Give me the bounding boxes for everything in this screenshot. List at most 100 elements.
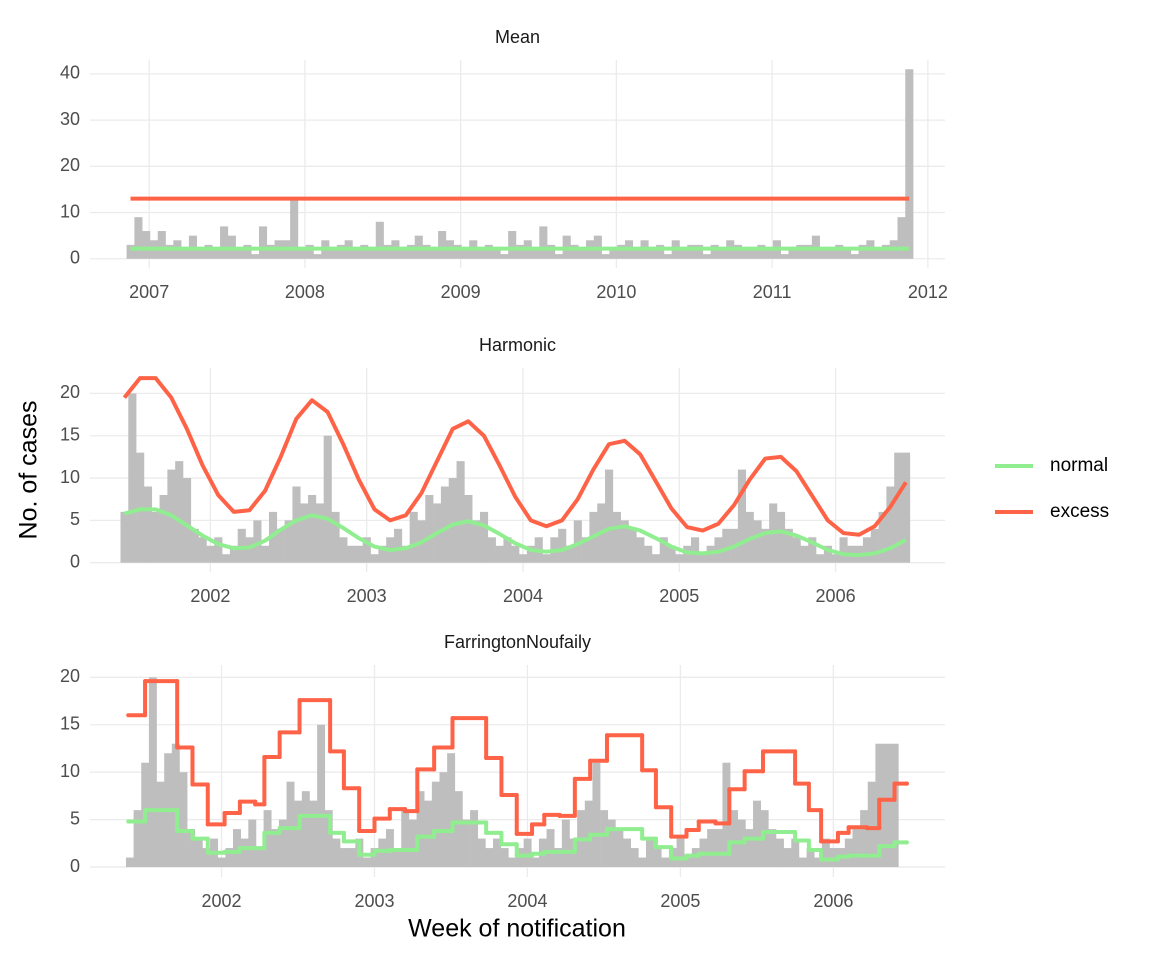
- x-tick-label: 2005: [660, 891, 700, 911]
- bar: [240, 838, 249, 868]
- bar: [531, 249, 540, 259]
- bar: [554, 254, 563, 259]
- bar: [492, 249, 501, 259]
- bar: [890, 743, 899, 868]
- bar: [399, 249, 408, 259]
- bar: [493, 838, 501, 868]
- bar: [194, 838, 203, 868]
- bar: [479, 511, 489, 563]
- bar: [745, 829, 754, 868]
- bar: [487, 537, 496, 563]
- bar: [687, 244, 696, 259]
- bar: [561, 819, 570, 868]
- bar: [821, 838, 830, 868]
- bar: [808, 537, 817, 563]
- bar: [730, 810, 739, 868]
- bar: [120, 511, 129, 563]
- bar: [179, 772, 188, 868]
- panel-title: FarringtonNoufaily: [444, 632, 591, 652]
- x-tick-label: 2002: [202, 891, 242, 911]
- bar: [675, 554, 684, 563]
- bar: [814, 857, 823, 868]
- bar: [902, 452, 911, 563]
- bar: [612, 511, 621, 563]
- bar: [638, 857, 647, 868]
- x-tick-label: 2003: [347, 586, 387, 606]
- bar: [656, 244, 665, 259]
- bar: [439, 772, 448, 868]
- bar: [297, 249, 306, 259]
- bar: [222, 554, 231, 563]
- bar: [286, 781, 295, 868]
- x-tick-label: 2007: [129, 282, 169, 302]
- y-axis-title: No. of cases: [15, 401, 43, 540]
- bar: [416, 791, 425, 868]
- bar: [143, 486, 153, 563]
- bar: [636, 537, 645, 563]
- bar: [276, 528, 285, 563]
- bar: [806, 848, 815, 868]
- bar: [515, 244, 525, 259]
- bar: [472, 520, 481, 563]
- bar: [198, 537, 207, 563]
- bar: [768, 829, 777, 868]
- bar: [225, 848, 234, 868]
- bar: [453, 244, 462, 259]
- bar: [408, 819, 417, 868]
- panel-title: Mean: [495, 27, 540, 47]
- bar: [422, 244, 431, 259]
- y-tick-label: 20: [60, 155, 80, 175]
- bar: [409, 511, 418, 563]
- x-tick-label: 2002: [190, 586, 230, 606]
- bar: [783, 848, 792, 868]
- bar: [500, 254, 509, 259]
- bar: [290, 198, 299, 259]
- bar: [623, 838, 631, 868]
- bar: [477, 249, 486, 259]
- bar: [651, 554, 661, 563]
- bar: [393, 848, 402, 868]
- bar: [237, 528, 246, 563]
- bar: [424, 800, 433, 868]
- bar: [886, 486, 895, 563]
- bar: [676, 838, 685, 868]
- bar: [632, 249, 641, 259]
- bar: [679, 249, 688, 259]
- legend-label: normal: [1050, 455, 1108, 476]
- bar: [883, 743, 892, 868]
- bar: [702, 254, 711, 259]
- bar: [558, 528, 567, 563]
- bar: [448, 478, 457, 563]
- bar: [352, 249, 361, 259]
- bar: [401, 810, 410, 868]
- bar: [607, 819, 616, 868]
- bar: [362, 537, 371, 563]
- y-tick-label: 10: [60, 761, 80, 781]
- bar: [850, 254, 859, 259]
- y-tick-label: 10: [60, 201, 80, 221]
- y-tick-label: 5: [70, 509, 80, 529]
- bar: [691, 537, 700, 563]
- bar: [519, 554, 528, 563]
- bar: [217, 857, 226, 868]
- bar: [791, 838, 800, 868]
- bar: [190, 528, 199, 563]
- bar: [430, 249, 439, 259]
- bar: [183, 478, 192, 563]
- bar: [229, 545, 239, 563]
- bar: [565, 545, 575, 563]
- bar: [661, 857, 670, 868]
- bar: [461, 249, 470, 259]
- bar: [331, 511, 340, 563]
- bar: [628, 528, 637, 563]
- bar: [508, 231, 517, 259]
- bar: [749, 249, 758, 259]
- bar: [600, 810, 609, 868]
- bar: [878, 511, 887, 563]
- bar: [196, 249, 205, 259]
- panel-title: Harmonic: [479, 335, 556, 355]
- bar: [255, 848, 264, 868]
- bar: [776, 511, 786, 563]
- bar: [645, 838, 654, 868]
- bar: [301, 791, 310, 868]
